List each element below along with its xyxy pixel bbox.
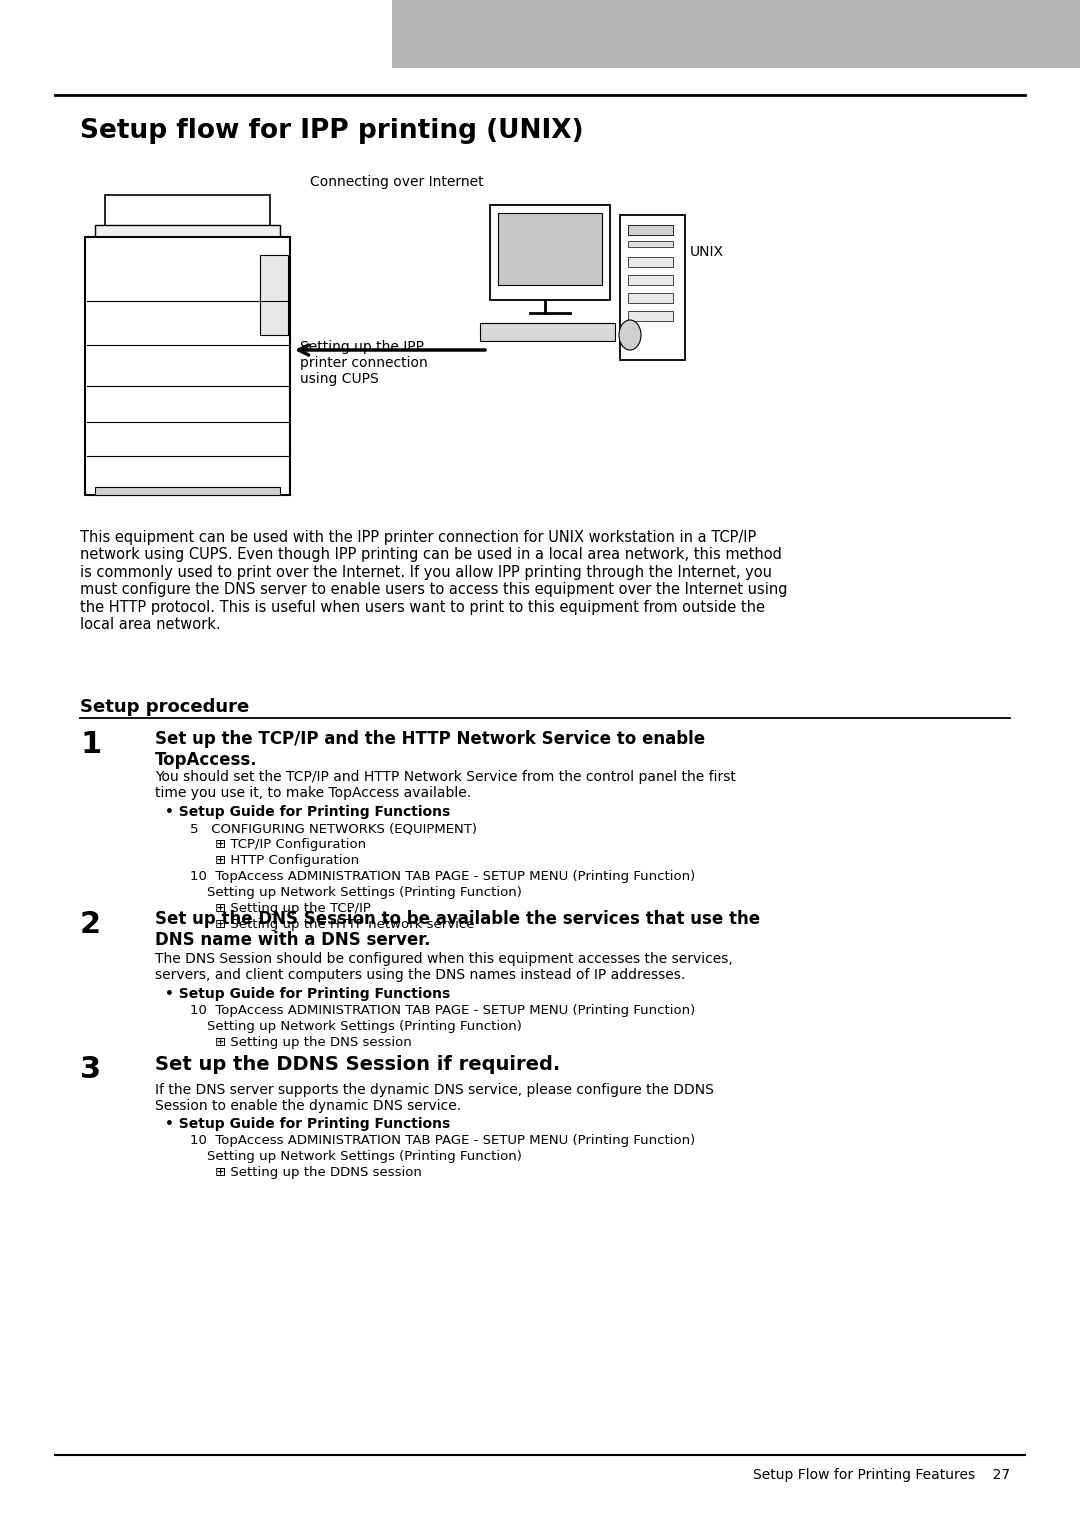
Text: • Setup Guide for Printing Functions: • Setup Guide for Printing Functions (165, 1117, 450, 1131)
Text: 10  TopAccess ADMINISTRATION TAB PAGE - SETUP MENU (Printing Function): 10 TopAccess ADMINISTRATION TAB PAGE - S… (190, 870, 696, 884)
Text: ⊞ Setting up the DDNS session: ⊞ Setting up the DDNS session (215, 1166, 422, 1180)
Bar (95, 487, 280, 494)
Text: This equipment can be used with the IPP printer connection for UNIX workstation : This equipment can be used with the IPP … (80, 530, 787, 632)
Bar (85, 237, 291, 494)
Text: ⊞ Setting up the HTTP network service: ⊞ Setting up the HTTP network service (215, 919, 474, 931)
Text: If the DNS server supports the dynamic DNS service, please configure the DDNS
Se: If the DNS server supports the dynamic D… (156, 1083, 714, 1112)
Bar (627, 224, 673, 235)
Text: Setting up Network Settings (Printing Function): Setting up Network Settings (Printing Fu… (190, 887, 522, 899)
Text: Set up the TCP/IP and the HTTP Network Service to enable
TopAccess.: Set up the TCP/IP and the HTTP Network S… (156, 729, 705, 769)
Text: Setup procedure: Setup procedure (80, 697, 249, 716)
Bar (627, 241, 673, 247)
Text: Setting up Network Settings (Printing Function): Setting up Network Settings (Printing Fu… (190, 1151, 522, 1163)
Text: Setup Flow for Printing Features    27: Setup Flow for Printing Features 27 (753, 1468, 1010, 1482)
Text: Connecting over Internet: Connecting over Internet (310, 175, 484, 189)
Bar (498, 214, 602, 285)
Bar (105, 195, 270, 230)
Text: 2: 2 (80, 909, 102, 938)
Text: 3: 3 (80, 1054, 102, 1083)
Bar (627, 293, 673, 304)
Text: ⊞ HTTP Configuration: ⊞ HTTP Configuration (215, 855, 360, 867)
Bar (480, 324, 615, 340)
Text: Setting up the IPP
printer connection
using CUPS: Setting up the IPP printer connection us… (300, 340, 428, 386)
Text: ⊞ Setting up the DNS session: ⊞ Setting up the DNS session (215, 1036, 411, 1048)
Ellipse shape (619, 320, 642, 349)
Text: 10  TopAccess ADMINISTRATION TAB PAGE - SETUP MENU (Printing Function): 10 TopAccess ADMINISTRATION TAB PAGE - S… (190, 1134, 696, 1148)
Bar (490, 204, 610, 301)
Text: 1: 1 (80, 729, 102, 758)
Text: UNIX: UNIX (690, 246, 724, 259)
Bar (392, 0, 1080, 69)
Text: • Setup Guide for Printing Functions: • Setup Guide for Printing Functions (165, 806, 450, 819)
Bar (260, 255, 288, 336)
Bar (627, 275, 673, 285)
Text: 5   CONFIGURING NETWORKS (EQUIPMENT): 5 CONFIGURING NETWORKS (EQUIPMENT) (190, 823, 477, 835)
Text: ⊞ Setting up the TCP/IP: ⊞ Setting up the TCP/IP (215, 902, 370, 916)
Bar (620, 215, 685, 360)
Text: 10  TopAccess ADMINISTRATION TAB PAGE - SETUP MENU (Printing Function): 10 TopAccess ADMINISTRATION TAB PAGE - S… (190, 1004, 696, 1016)
Text: • Setup Guide for Printing Functions: • Setup Guide for Printing Functions (165, 987, 450, 1001)
Bar (95, 224, 280, 243)
Text: Setup flow for IPP printing (UNIX): Setup flow for IPP printing (UNIX) (80, 118, 583, 143)
Bar (627, 256, 673, 267)
Text: You should set the TCP/IP and HTTP Network Service from the control panel the fi: You should set the TCP/IP and HTTP Netwo… (156, 771, 735, 800)
Text: Set up the DDNS Session if required.: Set up the DDNS Session if required. (156, 1054, 561, 1074)
Text: Setting up Network Settings (Printing Function): Setting up Network Settings (Printing Fu… (190, 1019, 522, 1033)
Text: The DNS Session should be configured when this equipment accesses the services,
: The DNS Session should be configured whe… (156, 952, 732, 983)
Bar (627, 311, 673, 320)
Text: ⊞ TCP/IP Configuration: ⊞ TCP/IP Configuration (215, 838, 366, 852)
Text: Set up the DNS Session to be available the services that use the
DNS name with a: Set up the DNS Session to be available t… (156, 909, 760, 949)
